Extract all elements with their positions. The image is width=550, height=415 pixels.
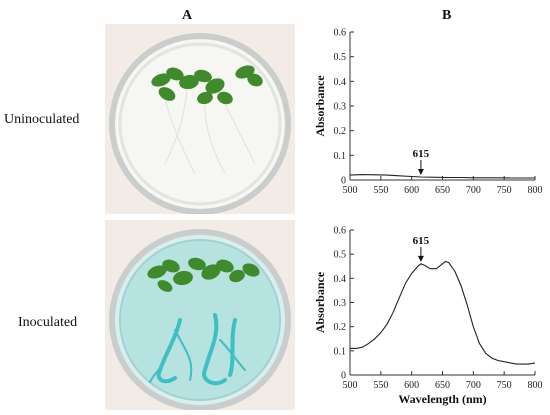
y-tick-label: 0.4 (334, 274, 347, 285)
absorbance-chart-inoculated: 0 0.1 0.2 0.3 0.4 0.5 0.6 500 550 600 650 700 750 800… (313, 226, 543, 407)
panel-letter-b: B (442, 8, 452, 23)
panel-letter-a: A (182, 8, 193, 23)
peak-annotation-arrowhead (417, 169, 424, 176)
uninoculated-dish-photo (105, 24, 295, 214)
x-tick-label: 550 (373, 380, 388, 391)
absorbance-series-line (349, 174, 535, 179)
y-tick-label: 0.3 (334, 298, 347, 309)
x-tick-label: 550 (373, 185, 388, 196)
x-tick-label: 600 (404, 185, 419, 196)
x-tick-label: 750 (497, 380, 512, 391)
x-tick-label: 750 (497, 185, 512, 196)
x-tick-label: 650 (435, 185, 450, 196)
y-axis-label: Absorbance (313, 271, 327, 333)
x-tick-label: 800 (528, 380, 543, 391)
x-axis-label: Wavelength (nm) (398, 392, 486, 406)
y-tick-label: 0.1 (334, 151, 347, 162)
y-tick-label: 0.2 (334, 322, 347, 333)
y-tick-label: 0.6 (334, 226, 347, 237)
x-tick-label: 650 (435, 380, 450, 391)
y-tick-label: 0.4 (334, 77, 347, 88)
peak-annotation-arrowhead (417, 255, 424, 262)
absorbance-series-line (350, 260, 536, 365)
y-tick-label: 0.5 (334, 250, 347, 261)
y-tick-label: 0 (341, 176, 346, 187)
absorbance-chart-uninoculated: 0 0.1 0.2 0.3 0.4 0.5 0.6 500 550 600 650 700 750 800… (313, 28, 543, 197)
x-tick-label: 700 (466, 380, 481, 391)
y-tick-label: 0.3 (334, 102, 347, 113)
y-tick-label: 0 (341, 371, 346, 382)
row-label-uninoculated: Uninoculated (4, 112, 80, 127)
peak-annotation-label: 615 (413, 235, 430, 247)
y-tick-label: 0.1 (334, 346, 347, 357)
y-tick-label: 0.2 (334, 126, 347, 137)
x-tick-label: 500 (343, 380, 358, 391)
inoculated-dish-photo (105, 220, 295, 410)
y-tick-label: 0.6 (334, 28, 347, 39)
x-tick-label: 800 (528, 185, 543, 196)
x-tick-label: 700 (466, 185, 481, 196)
x-tick-label: 500 (343, 185, 358, 196)
x-tick-label: 600 (404, 380, 419, 391)
peak-annotation-label: 615 (413, 148, 430, 160)
row-label-inoculated: Inoculated (18, 315, 78, 330)
y-axis-label: Absorbance (313, 75, 327, 137)
y-tick-label: 0.5 (334, 52, 347, 63)
